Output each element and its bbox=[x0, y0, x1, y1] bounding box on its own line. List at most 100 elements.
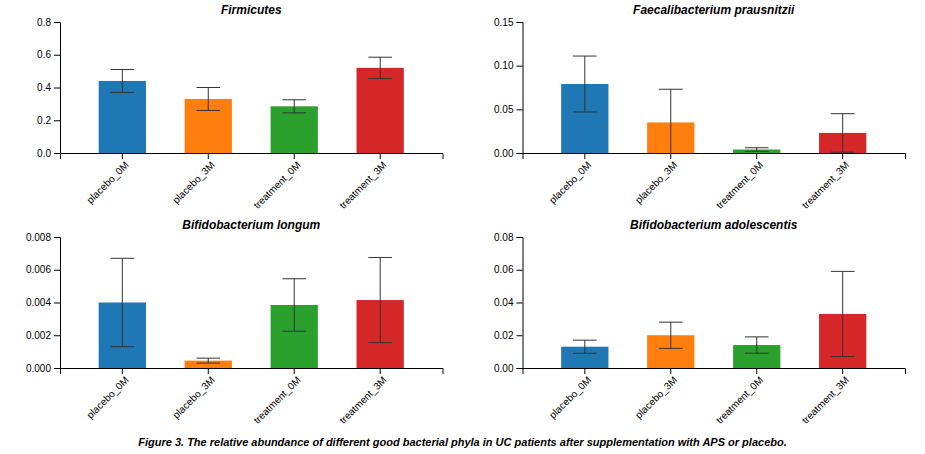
error-bar-line bbox=[208, 88, 209, 111]
y-tick-label: 0.4 bbox=[37, 82, 51, 93]
error-bar-line bbox=[122, 69, 123, 92]
error-bar-line bbox=[756, 337, 757, 353]
y-tick-label: 0.008 bbox=[26, 232, 51, 243]
y-tick-mark bbox=[517, 109, 523, 110]
error-bar-line bbox=[842, 271, 843, 356]
y-axis: 0.000 0.002 0.004 0.006 0.008 bbox=[26, 232, 61, 374]
y-tick: 0.00 bbox=[494, 363, 522, 374]
y-tick-label: 0.02 bbox=[494, 330, 514, 341]
error-bar bbox=[368, 57, 392, 78]
x-axis: placebo_0M placebo_3M treatment_0M treatmen… bbox=[61, 153, 444, 211]
error-bar-cap bbox=[368, 57, 392, 58]
error-bar bbox=[282, 100, 306, 113]
y-tick-mark bbox=[54, 55, 60, 56]
y-tick: 0.8 bbox=[37, 17, 60, 28]
x-axis-line bbox=[61, 154, 444, 160]
x-tick-label: treatment_0M bbox=[251, 159, 302, 210]
y-tick-label: 0.000 bbox=[26, 363, 51, 374]
x-tick-mark bbox=[670, 153, 671, 159]
y-tick-label: 0.15 bbox=[494, 17, 514, 28]
y-tick-label: 0.2 bbox=[37, 115, 51, 126]
error-bar bbox=[745, 148, 769, 151]
y-tick-mark bbox=[54, 22, 60, 23]
y-tick-mark bbox=[517, 66, 523, 67]
error-bar bbox=[573, 56, 597, 112]
error-bar bbox=[196, 88, 220, 111]
error-bar-line bbox=[380, 257, 381, 342]
x-tick: treatment_3M bbox=[337, 368, 388, 426]
y-tick: 0.02 bbox=[494, 330, 522, 341]
x-tick: treatment_3M bbox=[337, 153, 388, 211]
y-tick-label: 0.05 bbox=[494, 104, 514, 115]
y-axis-line bbox=[54, 238, 61, 369]
x-tick-mark bbox=[122, 153, 123, 159]
y-tick: 0.006 bbox=[26, 264, 60, 275]
y-tick: 0.15 bbox=[494, 17, 522, 28]
y-tick-mark bbox=[517, 270, 523, 271]
chart: 0.000.020.040.060.08placebo_0Mplacebo_3M… bbox=[494, 218, 905, 426]
y-tick-mark bbox=[54, 120, 60, 121]
error-bar-cap bbox=[196, 87, 220, 88]
x-tick: placebo_3M bbox=[633, 368, 679, 421]
x-tick-mark bbox=[294, 368, 295, 374]
y-tick-label: 0.0 bbox=[37, 148, 51, 159]
error-bar-cap bbox=[282, 99, 306, 100]
y-tick-mark bbox=[54, 270, 60, 271]
y-tick: 0.002 bbox=[26, 330, 60, 341]
error-bar-cap bbox=[573, 111, 597, 112]
x-axis: placebo_0Mplacebo_3Mtreatment_0Mtreatmen… bbox=[523, 368, 906, 426]
error-bar bbox=[282, 279, 306, 331]
y-axis-line bbox=[517, 238, 524, 369]
y-tick: 0.6 bbox=[37, 49, 60, 60]
y-tick-label: 0.04 bbox=[494, 297, 514, 308]
x-tick-label: placebo_3M bbox=[633, 374, 679, 420]
x-tick: treatment_0M bbox=[251, 153, 302, 211]
error-bar-cap bbox=[745, 151, 769, 152]
x-tick: placebo_3M bbox=[633, 153, 679, 206]
y-tick: 0.004 bbox=[26, 297, 60, 308]
x-tick-label: placebo_0M bbox=[84, 374, 130, 420]
y-tick-label: 0.006 bbox=[26, 264, 51, 275]
x-tick-mark bbox=[756, 153, 757, 159]
x-tick: placebo_0M bbox=[84, 153, 130, 206]
x-axis-line bbox=[523, 369, 906, 375]
error-bar-line bbox=[584, 56, 585, 112]
error-bar bbox=[196, 358, 220, 363]
error-bar bbox=[745, 337, 769, 353]
x-tick-label: treatment_0M bbox=[714, 374, 765, 425]
error-bar-cap bbox=[110, 346, 134, 347]
error-bar-cap bbox=[196, 358, 220, 359]
x-tick-label: placebo_3M bbox=[633, 159, 679, 205]
chart: 0.000 0.002 0.004 0.006 0.008 placebo_0M place… bbox=[26, 218, 443, 426]
y-tick-mark bbox=[54, 335, 60, 336]
error-bar-cap bbox=[831, 356, 855, 357]
x-tick-label: placebo_3M bbox=[170, 374, 216, 420]
y-tick: 0.2 bbox=[37, 115, 60, 126]
plot-area bbox=[561, 56, 866, 153]
y-tick: 0.10 bbox=[494, 60, 522, 71]
error-bar-cap bbox=[110, 92, 134, 93]
bar bbox=[357, 68, 404, 153]
y-tick: 0.0 bbox=[37, 148, 60, 159]
x-tick-mark bbox=[670, 368, 671, 374]
y-axis-line bbox=[54, 23, 61, 154]
x-tick-label: placebo_0M bbox=[84, 159, 130, 205]
error-bar-cap bbox=[368, 342, 392, 343]
x-tick: treatment_0M bbox=[714, 368, 765, 426]
error-bar-cap bbox=[745, 336, 769, 337]
y-tick: 0.04 bbox=[494, 297, 522, 308]
error-bar-cap bbox=[368, 78, 392, 79]
error-bar-cap bbox=[282, 331, 306, 332]
error-bar-line bbox=[670, 89, 671, 153]
error-bar-line bbox=[842, 114, 843, 152]
y-tick-mark bbox=[54, 153, 60, 154]
x-tick-mark bbox=[208, 368, 209, 374]
y-tick-mark bbox=[517, 335, 523, 336]
error-bar bbox=[831, 271, 855, 356]
x-tick-label: placebo_3M bbox=[170, 159, 216, 205]
error-bar-cap bbox=[659, 348, 683, 349]
chart: 0.000.050.100.15placebo_0Mplacebo_3Mtrea… bbox=[494, 3, 905, 211]
error-bar-cap bbox=[659, 89, 683, 90]
x-tick-mark bbox=[756, 368, 757, 374]
x-axis-line bbox=[523, 154, 906, 160]
